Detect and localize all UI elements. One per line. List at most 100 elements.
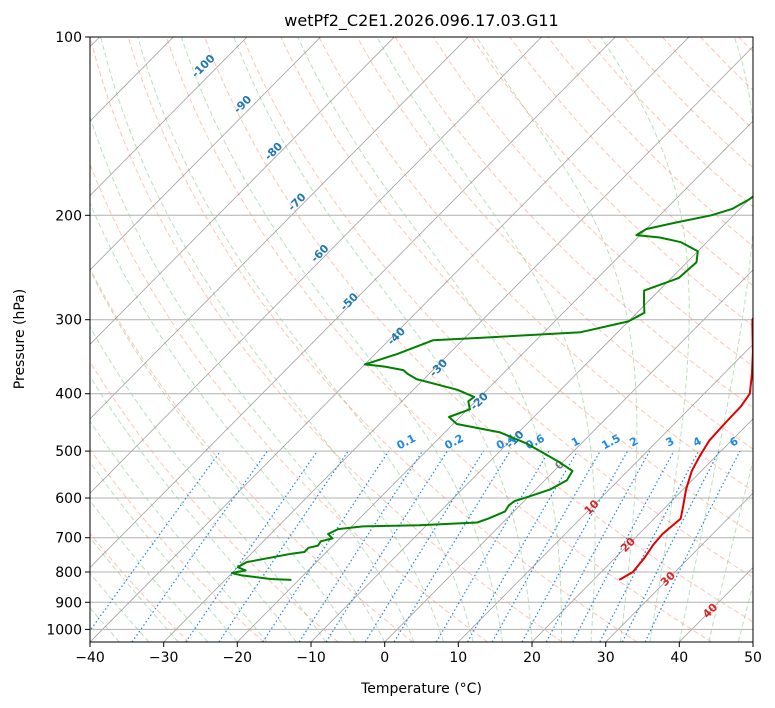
x-tick-label: 30 [597, 650, 615, 666]
mixing-ratio-line [185, 450, 318, 642]
moist-adiabat-line [233, 37, 533, 642]
dry-adiabat-line [90, 532, 190, 642]
mixing-ratio-line [90, 450, 221, 632]
dry-adiabat-line [90, 448, 264, 642]
mixing-ratio-line [364, 450, 485, 642]
dry-adiabat-line [700, 37, 753, 91]
isotherm-label: -90 [231, 93, 254, 116]
isotherm-line [752, 641, 753, 642]
dry-adiabat-line [356, 37, 753, 450]
isotherm-label: -70 [285, 190, 308, 213]
y-tick-label: 300 [55, 313, 82, 329]
moist-adiabat-line [297, 37, 562, 642]
moist-adiabat-line [90, 269, 356, 642]
mixing-ratio-line [393, 450, 511, 642]
dewpoint-profile-line [231, 195, 753, 581]
mixing-ratio-label: 0.2 [442, 432, 465, 453]
mixing-ratio-label: 1.5 [599, 432, 622, 453]
isotherm-line [310, 195, 753, 642]
mixing-ratio-line [298, 450, 424, 642]
x-tick-label: 10 [449, 650, 467, 666]
moist-adiabat-line [90, 201, 386, 642]
dry-adiabat-line [471, 37, 753, 327]
moist-adiabat-line [678, 37, 753, 642]
isotherm-label: -80 [262, 140, 285, 163]
isotherm-line [384, 269, 753, 642]
isotherm-line [90, 37, 616, 569]
plot-frame [89, 36, 754, 643]
dry-adiabat-line [547, 37, 753, 247]
moist-adiabat-line [737, 583, 753, 642]
dry-adiabat-line [432, 37, 753, 368]
isotherm-line [531, 418, 753, 642]
y-tick-label: 500 [55, 444, 82, 460]
x-tick-label: 0 [380, 650, 389, 666]
dry-adiabat-line [509, 37, 753, 287]
mixing-ratio-line [435, 450, 550, 642]
chart-title: wetPf2_C2E1.2026.096.17.03.G11 [284, 11, 558, 31]
y-tick-label: 400 [55, 387, 82, 403]
mixing-ratio-label: 8 [759, 434, 772, 449]
dry-adiabat-line [90, 267, 414, 642]
isotherm-label: -100 [189, 52, 218, 81]
dry-adiabat-line [165, 37, 712, 642]
dry-adiabat-line [661, 37, 753, 130]
mixing-ratio-line [131, 450, 268, 642]
isotherm-line [90, 37, 321, 271]
moist-adiabat-line [90, 325, 327, 642]
x-tick-label: 20 [523, 650, 541, 666]
y-tick-label: 800 [55, 565, 82, 581]
y-tick-label: 900 [55, 595, 82, 611]
isotherm-line [90, 37, 395, 345]
mixing-ratio-line [644, 450, 741, 642]
dry-adiabat-line [127, 37, 638, 642]
isotherms [90, 37, 753, 642]
dry-adiabat-line [318, 37, 753, 492]
isotherm-line [90, 37, 469, 420]
mixing-ratio-label: 2 [627, 434, 640, 449]
isotherm-line [458, 343, 753, 642]
mixing-ratio-line [491, 450, 601, 642]
mixing-ratio-label: 1 [569, 434, 582, 449]
moist-adiabat-line [476, 37, 638, 642]
mixing-ratio-line [572, 450, 675, 642]
y-tick-label: 700 [55, 531, 82, 547]
moist-adiabat-line [90, 115, 415, 642]
moist-adiabat-line [90, 375, 297, 642]
moist-adiabat-line [90, 420, 268, 642]
mixing-ratio-label: 0.1 [395, 432, 418, 453]
isotherm-line [90, 37, 248, 197]
isotherm-line [237, 120, 753, 642]
mixing-ratio-lines [90, 450, 741, 642]
isotherm-line [90, 37, 690, 642]
isotherm-label: -20 [468, 389, 491, 412]
dry-adiabat-line [203, 37, 753, 623]
x-tick-label: 40 [670, 650, 688, 666]
isotherm-line [90, 37, 542, 494]
moist-adiabat-line [100, 37, 445, 642]
x-tick-label: −20 [223, 650, 253, 666]
moist-adiabat-line [137, 37, 474, 642]
x-axis: −40 −30 −20 −10 0 10 20 30 40 50 [75, 642, 762, 666]
mixing-ratio-line [218, 450, 349, 642]
dry-adiabat-line [280, 37, 753, 535]
mixing-ratio-line [325, 450, 448, 642]
mixing-ratio-line [262, 450, 390, 642]
dry-adiabat-line [738, 37, 753, 53]
plot-area: -100-90-80-70-60-50-40-30-20-10010203040… [90, 37, 772, 642]
pressure-gridlines [90, 37, 753, 630]
moist-adiabat-line [708, 458, 753, 642]
mixing-ratio-line [545, 450, 651, 642]
y-axis-label: Pressure (hPa) [12, 289, 28, 389]
mixing-ratio-labels: 0.10.20.40.611.52346810131620253036 [395, 432, 772, 453]
mixing-ratio-label: 3 [664, 434, 677, 449]
isotherm-line [679, 566, 753, 642]
moist-adiabat-line [376, 37, 596, 642]
y-tick-label: 200 [55, 208, 82, 224]
isotherm-label: -40 [385, 324, 408, 347]
mixing-ratio-line [621, 450, 720, 642]
isotherm-label: -50 [338, 290, 361, 313]
isotherm-line [605, 492, 753, 642]
y-tick-label: 600 [55, 491, 82, 507]
